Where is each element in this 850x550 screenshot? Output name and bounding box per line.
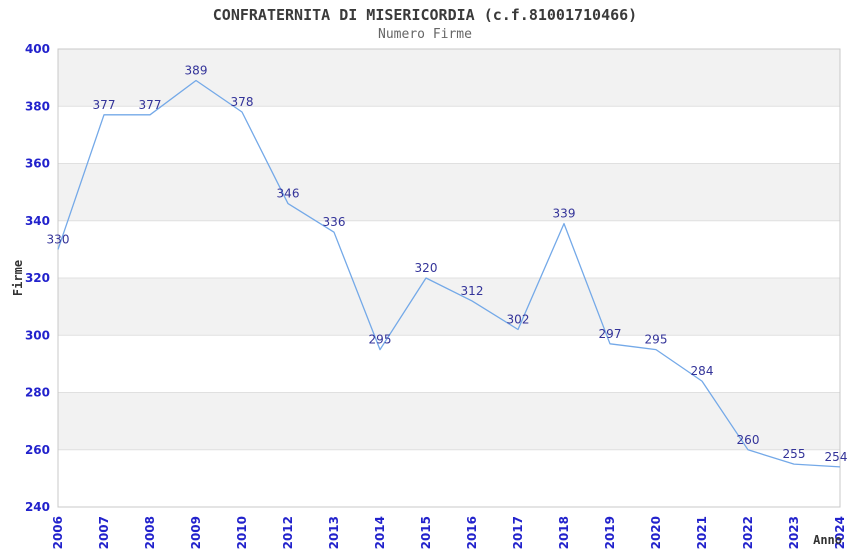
x-tick-label: 2009 xyxy=(189,516,203,549)
x-tick-label: 2016 xyxy=(465,516,479,549)
data-label: 346 xyxy=(277,187,300,201)
x-tick-label: 2017 xyxy=(511,516,525,549)
data-labels: 330 377 377 389 378 346 336 295 320 312 302 339 297 2… xyxy=(47,64,848,464)
band xyxy=(58,163,840,221)
data-label: 336 xyxy=(323,215,346,229)
x-tick-label: 2021 xyxy=(695,516,709,549)
band xyxy=(58,392,840,450)
data-label: 254 xyxy=(825,450,848,464)
data-label: 389 xyxy=(185,64,208,78)
data-label: 297 xyxy=(599,327,622,341)
x-tick-label: 2012 xyxy=(281,516,295,549)
x-tick-label: 2015 xyxy=(419,516,433,549)
y-tick-label: 400 xyxy=(25,42,50,56)
x-tick-label: 2014 xyxy=(373,516,387,549)
y-axis-label: Firme xyxy=(11,260,25,296)
x-tick-label: 2006 xyxy=(51,516,65,549)
y-tick-label: 320 xyxy=(25,271,50,285)
y-tick-label: 340 xyxy=(25,214,50,228)
data-label: 378 xyxy=(231,95,254,109)
x-tick-label: 2023 xyxy=(787,516,801,549)
data-label: 284 xyxy=(691,364,714,378)
y-tick-label: 300 xyxy=(25,328,50,342)
x-tick-label: 2020 xyxy=(649,516,663,549)
x-tick-label: 2013 xyxy=(327,516,341,549)
data-label: 302 xyxy=(507,313,530,327)
data-label: 295 xyxy=(645,333,668,347)
x-tick-label: 2018 xyxy=(557,516,571,549)
x-tick-labels: 2006 2007 2008 2009 2010 2012 2013 2014 2015 2016… xyxy=(51,516,847,549)
x-axis-label: Anno xyxy=(813,533,842,547)
y-tick-label: 280 xyxy=(25,386,50,400)
y-tick-label: 380 xyxy=(25,99,50,113)
x-tick-label: 2008 xyxy=(143,516,157,549)
x-tick-label: 2010 xyxy=(235,516,249,549)
data-label: 312 xyxy=(461,284,484,298)
y-tick-labels: 240 260 280 300 320 340 360 380 400 xyxy=(25,42,50,514)
series-line xyxy=(57,79,841,468)
x-tick-label: 2022 xyxy=(741,516,755,549)
x-tick-label: 2007 xyxy=(97,516,111,549)
plot-border xyxy=(57,48,841,508)
band xyxy=(58,49,840,107)
y-tick-label: 260 xyxy=(25,443,50,457)
data-label: 260 xyxy=(737,433,760,447)
data-label: 339 xyxy=(553,207,576,221)
chart-subtitle: Numero Firme xyxy=(378,27,472,42)
chart-title: CONFRATERNITA DI MISERICORDIA (c.f.81001… xyxy=(212,6,638,24)
data-label: 330 xyxy=(47,232,70,246)
background-bands xyxy=(58,49,840,450)
data-label: 377 xyxy=(93,98,116,112)
data-label: 255 xyxy=(783,447,806,461)
band xyxy=(58,278,840,336)
data-label: 295 xyxy=(369,333,392,347)
data-label: 320 xyxy=(415,261,438,275)
y-tick-label: 360 xyxy=(25,157,50,171)
x-tick-label: 2024 xyxy=(833,516,847,549)
y-tick-label: 240 xyxy=(25,500,50,514)
x-tick-label: 2019 xyxy=(603,516,617,549)
data-label: 377 xyxy=(139,98,162,112)
